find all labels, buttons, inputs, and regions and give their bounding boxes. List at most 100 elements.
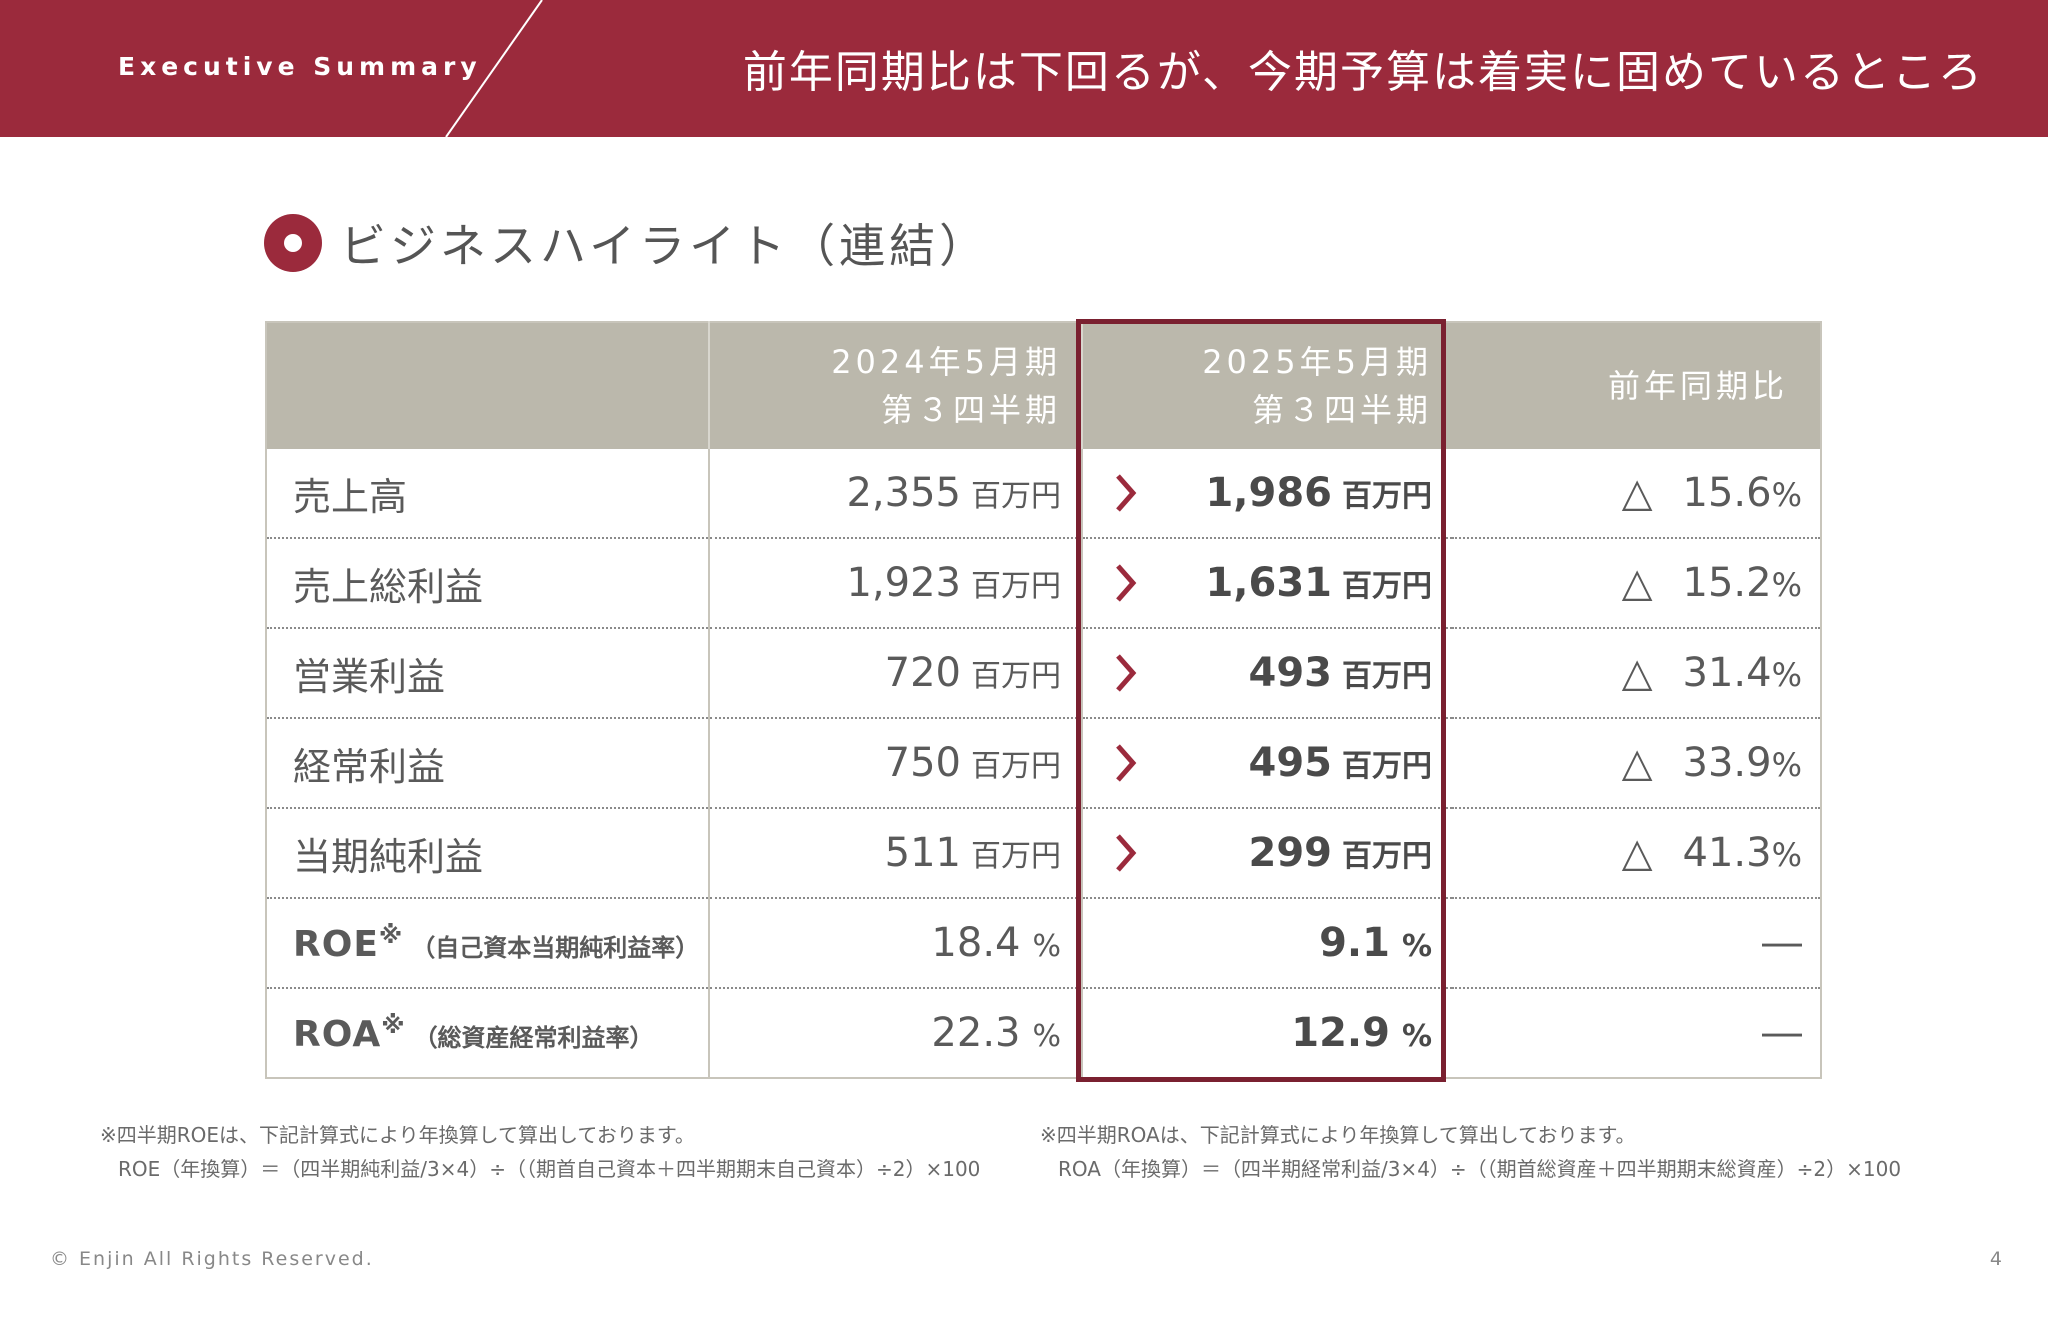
curr-unit: 百万円	[1342, 839, 1432, 874]
row-label: 経常利益	[266, 718, 710, 809]
prev-value-cell: 18.4%	[709, 898, 1083, 989]
curr-unit: %	[1401, 929, 1432, 964]
table-row-roa: ROA※ （総資産経常利益率） 22.3% 12.9% ―	[266, 988, 1821, 1078]
prev-value-cell: 720 百万円	[709, 628, 1083, 719]
curr-unit: 百万円	[1342, 479, 1432, 514]
curr-value-cell: 9.1%	[1082, 898, 1452, 989]
footnote-roe-formula: ROE（年換算）＝（四半期純利益/3×4）÷（（期首自己資本＋四半期期末自己資本…	[118, 1157, 981, 1181]
yoy-cell: ―	[1762, 1010, 1802, 1056]
prev-value: 720	[884, 650, 961, 696]
row-label: 売上総利益	[266, 538, 710, 629]
curr-value-cell: 1,986 百万円	[1082, 449, 1452, 539]
row-label: 売上高	[266, 449, 710, 539]
header-cell-prev-period: 2024年5月期 第３四半期	[709, 322, 1083, 449]
table-row: 売上高 2,355 百万円 1,986 百万円 △ 15.6%	[266, 449, 1821, 539]
footnote-roa-formula: ROA（年換算）＝（四半期経常利益/3×4）÷（（期首総資産＋四半期期末総資産）…	[1058, 1157, 1902, 1181]
copyright: © Enjin All Rights Reserved.	[50, 1248, 374, 1270]
yoy-cell: △ 41.3%	[1452, 808, 1821, 899]
table-row-roe: ROE※ （自己資本当期純利益率） 18.4% 9.1% ―	[266, 898, 1821, 989]
section-title: ビジネスハイライト（連結）	[340, 219, 990, 273]
yoy-cell: ―	[1452, 898, 1821, 989]
header-cell-curr-period: 2025年5月期 第３四半期	[1082, 322, 1452, 449]
yoy-unit: %	[1771, 836, 1802, 874]
decrease-triangle-icon: △	[1621, 470, 1653, 516]
chevron-right-icon	[1116, 744, 1137, 782]
header-bar: Executive Summary 前年同期比は下回るが、今期予算は着実に固めて…	[0, 0, 2048, 137]
prev-unit: %	[1032, 1019, 1061, 1054]
yoy-value: 33.9	[1682, 740, 1772, 786]
prev-value: 2,355	[846, 470, 961, 516]
yoy-cell: △ 15.6%	[1452, 449, 1821, 539]
curr-unit: 百万円	[1342, 659, 1432, 694]
prev-unit: 百万円	[971, 839, 1061, 874]
curr-value: 1,631	[1205, 560, 1332, 606]
footnote-roa-line1: ※四半期ROAは、下記計算式により年換算して算出しております。	[1040, 1123, 1636, 1147]
prev-value-cell: 2,355 百万円	[709, 449, 1083, 539]
chevron-right-icon	[1116, 474, 1137, 512]
metric-name: ROE※	[293, 921, 404, 965]
curr-value: 493	[1248, 650, 1333, 696]
prev-unit: 百万円	[971, 479, 1061, 514]
prev-value-cell: 750 百万円	[709, 718, 1083, 809]
header-section-label: Executive Summary	[118, 52, 482, 81]
prev-unit: 百万円	[971, 569, 1061, 604]
prev-value: 511	[884, 830, 961, 876]
chevron-right-icon	[1116, 564, 1137, 602]
prev-value: 18.4	[931, 920, 1021, 966]
header-curr-line2: 第３四半期	[1251, 391, 1432, 429]
slide-headline: 前年同期比は下回るが、今期予算は着実に固めているところ	[742, 47, 1984, 98]
metric-description: （総資産経常利益率）	[413, 1024, 654, 1052]
row-label: 営業利益	[266, 628, 710, 719]
yoy-cell: △ 15.2%	[1452, 538, 1821, 629]
curr-unit: %	[1401, 1019, 1432, 1054]
footnote-roe: ※四半期ROEは、下記計算式により年換算して算出しております。 ROE（年換算）…	[100, 1118, 980, 1186]
prev-unit: 百万円	[971, 749, 1061, 784]
table-row: 経常利益 750 百万円 495 百万円 △ 33.9%	[266, 718, 1821, 809]
prev-value-cell: 1,923 百万円	[709, 538, 1083, 629]
circle-bullet-icon	[264, 214, 322, 272]
footnote-roe-line1: ※四半期ROEは、下記計算式により年換算して算出しております。	[100, 1123, 695, 1147]
table-row: 売上総利益 1,923 百万円 1,631 百万円 △ 15.2%	[266, 538, 1821, 629]
yoy-value: 31.4	[1682, 650, 1772, 696]
curr-value: 495	[1248, 740, 1333, 786]
row-label: 当期純利益	[266, 808, 710, 899]
decrease-triangle-icon: △	[1621, 830, 1653, 876]
header-slash-divider	[445, 0, 543, 137]
header-cell-label	[266, 322, 710, 449]
curr-unit: 百万円	[1342, 569, 1432, 604]
curr-value: 1,986	[1205, 470, 1332, 516]
yoy-value: 15.2	[1682, 560, 1772, 606]
footnote-mark: ※	[381, 1011, 406, 1039]
prev-value: 750	[884, 740, 961, 786]
metric-name: ROA※	[293, 1011, 406, 1055]
decrease-triangle-icon: △	[1621, 650, 1653, 696]
chevron-right-icon	[1116, 834, 1137, 872]
prev-value-cell: 511 百万円	[709, 808, 1083, 899]
yoy-unit: %	[1771, 476, 1802, 514]
header-cell-yoy: 前年同期比	[1452, 322, 1821, 449]
table-header-row: 2024年5月期 第３四半期 2025年5月期 第３四半期 前年同期比	[266, 322, 1821, 449]
header-prev-line2: 第３四半期	[880, 391, 1061, 429]
row-label-roa: ROA※ （総資産経常利益率）	[266, 988, 710, 1078]
table-row: 当期純利益 511 百万円 299 百万円 △ 41.3%	[266, 808, 1821, 899]
curr-value: 12.9	[1291, 1010, 1390, 1056]
prev-value-cell: 22.3%	[709, 988, 1083, 1078]
yoy-unit: %	[1771, 566, 1802, 604]
curr-value: 299	[1248, 830, 1333, 876]
prev-value: 22.3	[931, 1010, 1021, 1056]
yoy-unit: %	[1771, 746, 1802, 784]
yoy-cell: △ 31.4%	[1452, 628, 1821, 719]
curr-value-cell: 12.9%	[1082, 988, 1452, 1078]
curr-value: 9.1	[1319, 920, 1390, 966]
chevron-right-icon	[1116, 654, 1137, 692]
prev-unit: 百万円	[971, 659, 1061, 694]
curr-value-cell: 493 百万円	[1082, 628, 1452, 719]
header-prev-line1: 2024年5月期	[831, 343, 1061, 381]
footnote-mark: ※	[378, 921, 404, 949]
section-heading: ビジネスハイライト（連結）	[264, 208, 989, 278]
decrease-triangle-icon: △	[1621, 740, 1653, 786]
yoy-value: 41.3	[1682, 830, 1772, 876]
table-row: 営業利益 720 百万円 493 百万円 △ 31.4%	[266, 628, 1821, 719]
footnote-roa: ※四半期ROAは、下記計算式により年換算して算出しております。 ROA（年換算）…	[1040, 1118, 1901, 1186]
business-highlights-table: 2024年5月期 第３四半期 2025年5月期 第３四半期 前年同期比 売上高 …	[265, 321, 1822, 1079]
